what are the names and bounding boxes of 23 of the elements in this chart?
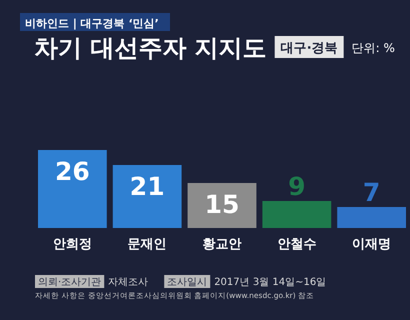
text: 단위: %: [352, 41, 395, 55]
bar: [188, 183, 256, 228]
x-tick-label: 황교안: [202, 237, 242, 252]
data-label: 26: [55, 157, 90, 186]
bar: [337, 207, 406, 228]
bar: [262, 201, 332, 228]
text: 자체조사: [108, 277, 148, 288]
text: 조사일시: [167, 277, 208, 288]
data-label: 15: [204, 190, 240, 219]
text: 2017년 3월 14일~16일: [214, 277, 326, 288]
x-tick-label: 안희정: [52, 237, 92, 252]
data-label: 21: [130, 172, 165, 201]
x-tick-label: 이재명: [352, 237, 392, 252]
text: 의뢰·조사기관: [38, 277, 102, 288]
x-tick-label: 문재인: [128, 237, 167, 252]
chart-title: 차기 대선주자 지지도: [34, 34, 267, 62]
data-label: 7: [362, 178, 380, 207]
bar: [38, 150, 107, 228]
chart-subtitle: 대구·경북: [280, 41, 338, 56]
x-tick-label: 안철수: [277, 237, 316, 252]
bar: [112, 165, 182, 228]
data-label: 9: [288, 172, 306, 201]
text: 비하인드 | 대구경북 ‘민심’: [25, 17, 159, 30]
